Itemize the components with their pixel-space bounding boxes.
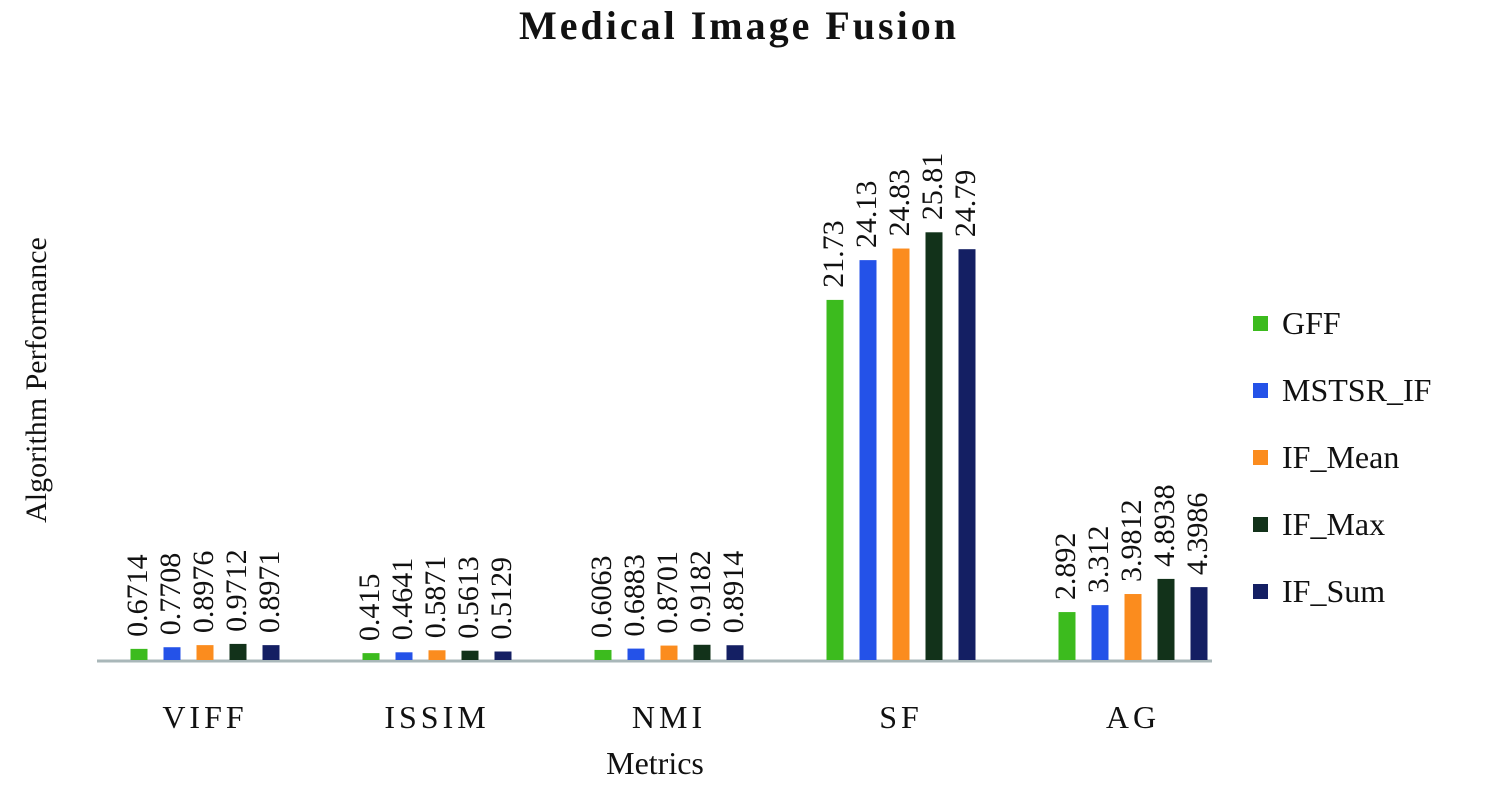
bar-if-max-viff — [229, 643, 247, 660]
data-label-mstsr-if-viff: 0.7708 — [154, 553, 187, 636]
data-label-if-mean-nmi: 0.8701 — [651, 551, 684, 634]
bar-if-mean-nmi — [660, 645, 678, 660]
bar-if-sum-sf — [958, 249, 976, 661]
x-tick-label-issim: ISSIM — [384, 699, 489, 735]
data-label-if-sum-ag: 4.3986 — [1181, 493, 1214, 576]
x-tick-label-ag: AG — [1106, 699, 1160, 735]
legend-label: IF_Max — [1282, 506, 1386, 542]
x-axis-label: Metrics — [606, 745, 704, 781]
bar-if-mean-viff — [196, 645, 214, 660]
legend-swatch — [1253, 450, 1268, 465]
data-label-if-mean-issim: 0.5871 — [419, 556, 452, 639]
legend-swatch — [1253, 316, 1268, 331]
x-tick-label-viff: VIFF — [162, 699, 247, 735]
bar-if-max-nmi — [693, 644, 711, 660]
data-label-mstsr-if-sf: 24.13 — [850, 181, 883, 249]
data-label-gff-nmi: 0.6063 — [585, 555, 618, 638]
data-label-if-sum-issim: 0.5129 — [485, 557, 518, 640]
data-label-if-max-sf: 25.81 — [916, 153, 949, 221]
data-label-if-max-viff: 0.9712 — [220, 549, 253, 632]
bar-if-mean-ag — [1124, 594, 1142, 660]
data-label-if-mean-viff: 0.8976 — [187, 551, 220, 634]
bar-mstsr-if-issim — [395, 652, 413, 660]
legend-swatch — [1253, 517, 1268, 532]
legend-item-if-mean: IF_Mean — [1253, 424, 1431, 491]
chart-title: Medical Image Fusion — [519, 3, 959, 48]
data-label-gff-sf: 21.73 — [817, 220, 850, 288]
bar-if-sum-ag — [1190, 587, 1208, 660]
data-label-if-sum-nmi: 0.8914 — [717, 551, 750, 634]
legend-item-gff: GFF — [1253, 290, 1431, 357]
data-label-gff-viff: 0.6714 — [121, 554, 154, 637]
bar-if-sum-issim — [494, 651, 512, 660]
data-label-if-mean-sf: 24.83 — [883, 169, 916, 237]
bar-mstsr-if-ag — [1091, 605, 1109, 660]
bar-if-mean-issim — [428, 650, 446, 660]
legend-swatch — [1253, 383, 1268, 398]
bar-gff-issim — [362, 653, 380, 660]
data-label-if-max-nmi: 0.9182 — [684, 550, 717, 633]
bar-gff-sf — [826, 299, 844, 660]
data-label-if-max-ag: 4.8938 — [1148, 484, 1181, 567]
data-label-if-sum-viff: 0.8971 — [253, 551, 286, 634]
legend-label: IF_Mean — [1282, 439, 1400, 475]
bar-if-max-issim — [461, 650, 479, 660]
bar-mstsr-if-sf — [859, 260, 877, 660]
bar-if-max-sf — [925, 232, 943, 660]
legend-item-if-sum: IF_Sum — [1253, 558, 1431, 625]
bar-if-sum-viff — [262, 645, 280, 660]
bar-if-mean-sf — [892, 248, 910, 660]
x-tick-label-sf: SF — [879, 699, 923, 735]
data-label-mstsr-if-ag: 3.312 — [1082, 526, 1115, 594]
bar-mstsr-if-viff — [163, 647, 181, 660]
legend-swatch — [1253, 584, 1268, 599]
legend-item-mstsr-if: MSTSR_IF — [1253, 357, 1431, 424]
bar-gff-viff — [130, 648, 148, 660]
legend-label: MSTSR_IF — [1282, 372, 1432, 408]
x-tick-label-nmi: NMI — [632, 699, 706, 735]
legend-label: IF_Sum — [1282, 573, 1386, 609]
legend-item-if-max: IF_Max — [1253, 491, 1431, 558]
data-label-if-max-issim: 0.5613 — [452, 556, 485, 639]
data-label-if-sum-sf: 24.79 — [949, 170, 982, 238]
legend: GFF MSTSR_IF IF_Mean IF_Max IF_Sum — [1253, 290, 1431, 625]
data-label-mstsr-if-nmi: 0.6883 — [618, 554, 651, 637]
bar-if-max-ag — [1157, 578, 1175, 660]
bar-if-sum-nmi — [726, 645, 744, 660]
data-label-gff-issim: 0.415 — [353, 574, 386, 642]
legend-label: GFF — [1282, 305, 1341, 341]
bar-mstsr-if-nmi — [627, 648, 645, 660]
bar-gff-ag — [1058, 612, 1076, 660]
data-label-gff-ag: 2.892 — [1049, 533, 1082, 601]
bar-gff-nmi — [594, 649, 612, 660]
data-label-mstsr-if-issim: 0.4641 — [386, 558, 419, 641]
data-label-if-mean-ag: 3.9812 — [1115, 500, 1148, 583]
